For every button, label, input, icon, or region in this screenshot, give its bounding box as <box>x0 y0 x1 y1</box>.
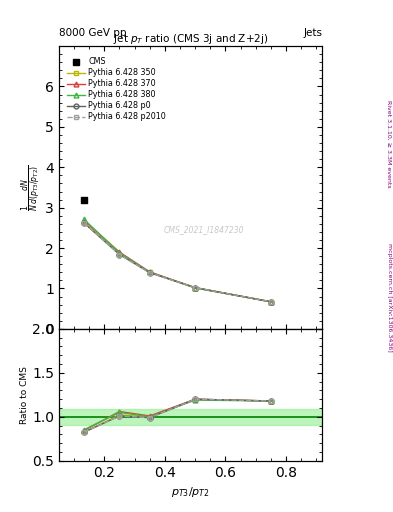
Pythia 6.428 380 <box>193 285 198 291</box>
Y-axis label: $\frac{1}{N}\frac{dN}{d(p_{T3}/p_{T2})}$: $\frac{1}{N}\frac{dN}{d(p_{T3}/p_{T2})}$ <box>20 164 44 211</box>
CMS <box>81 196 87 204</box>
Text: CMS_2021_I1847230: CMS_2021_I1847230 <box>163 225 244 234</box>
Y-axis label: Ratio to CMS: Ratio to CMS <box>20 366 29 424</box>
Pythia 6.428 p2010 <box>193 285 198 291</box>
Pythia 6.428 370 <box>82 218 86 224</box>
Text: 8000 GeV pp: 8000 GeV pp <box>59 28 127 38</box>
Legend: CMS, Pythia 6.428 350, Pythia 6.428 370, Pythia 6.428 380, Pythia 6.428 p0, Pyth: CMS, Pythia 6.428 350, Pythia 6.428 370,… <box>66 56 167 123</box>
Pythia 6.428 370 <box>117 249 122 255</box>
Bar <box>59 409 322 425</box>
Pythia 6.428 370 <box>193 285 198 291</box>
Pythia 6.428 p0 <box>193 285 198 291</box>
Text: Jets: Jets <box>303 28 322 38</box>
Line: Pythia 6.428 p2010: Pythia 6.428 p2010 <box>82 221 273 304</box>
Line: Pythia 6.428 380: Pythia 6.428 380 <box>82 217 273 304</box>
Pythia 6.428 p0 <box>82 220 86 226</box>
X-axis label: $p_{T3}/p_{T2}$: $p_{T3}/p_{T2}$ <box>171 485 210 499</box>
Pythia 6.428 350 <box>193 285 198 291</box>
Pythia 6.428 370 <box>268 298 273 305</box>
Pythia 6.428 350 <box>117 251 122 257</box>
Pythia 6.428 p0 <box>268 298 273 305</box>
Line: Pythia 6.428 p0: Pythia 6.428 p0 <box>82 221 273 304</box>
Pythia 6.428 380 <box>82 216 86 222</box>
Pythia 6.428 p2010 <box>268 298 273 305</box>
Pythia 6.428 p0 <box>117 251 122 258</box>
Text: mcplots.cern.ch [arXiv:1306.3436]: mcplots.cern.ch [arXiv:1306.3436] <box>387 243 391 351</box>
Pythia 6.428 p0 <box>147 270 152 276</box>
Text: Rivet 3.1.10, ≥ 3.3M events: Rivet 3.1.10, ≥ 3.3M events <box>387 99 391 187</box>
Pythia 6.428 370 <box>147 269 152 275</box>
Pythia 6.428 380 <box>117 250 122 256</box>
Line: Pythia 6.428 370: Pythia 6.428 370 <box>82 218 273 304</box>
Pythia 6.428 350 <box>268 298 273 305</box>
Pythia 6.428 350 <box>82 220 86 226</box>
Pythia 6.428 380 <box>268 298 273 305</box>
Pythia 6.428 p2010 <box>82 220 86 226</box>
Line: Pythia 6.428 350: Pythia 6.428 350 <box>82 221 273 304</box>
Title: Jet $p_T$ ratio (CMS 3j and Z+2j): Jet $p_T$ ratio (CMS 3j and Z+2j) <box>113 32 268 46</box>
Pythia 6.428 380 <box>147 269 152 275</box>
Pythia 6.428 p2010 <box>117 251 122 258</box>
Pythia 6.428 p2010 <box>147 270 152 276</box>
Pythia 6.428 350 <box>147 269 152 275</box>
